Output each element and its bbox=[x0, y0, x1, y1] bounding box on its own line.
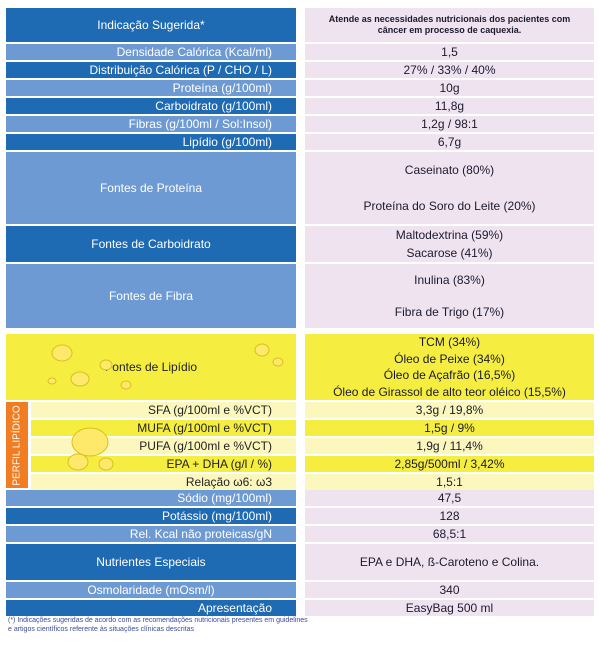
label-fibras: Fibras (g/100ml / Sol:Insol) bbox=[6, 116, 296, 132]
label-lipidio: Lipídio (g/100ml) bbox=[6, 134, 296, 150]
row-fontes-carboidrato: Fontes de Carboidrato Maltodextrina (59%… bbox=[6, 226, 594, 262]
value-osmolaridade: 340 bbox=[305, 582, 594, 598]
value-fontes-lipidio-1: TCM (34%) bbox=[418, 335, 481, 350]
value-carboidrato: 11,8g bbox=[305, 98, 594, 114]
perfil-lipidico-tab: PERFIL LIPÍDICO bbox=[6, 402, 28, 488]
value-distribuicao: 27% / 33% / 40% bbox=[305, 62, 594, 78]
row-mufa: MUFA (g/100ml e %VCT) 1,5g / 9% bbox=[31, 420, 594, 436]
value-apresentacao: EasyBag 500 ml bbox=[305, 600, 594, 616]
value-indicacao: Atende as necessidades nutricionais dos … bbox=[305, 8, 594, 42]
perfil-lipidico-block: PERFIL LIPÍDICO SFA (g/100ml e %VCT) 3,3… bbox=[6, 402, 594, 490]
nutrition-table: Indicação Sugerida* Atende as necessidad… bbox=[6, 8, 594, 616]
label-sfa: SFA (g/100ml e %VCT) bbox=[31, 402, 296, 418]
value-relacao: 1,5:1 bbox=[305, 474, 594, 490]
value-mufa: 1,5g / 9% bbox=[305, 420, 594, 436]
row-distribuicao: Distribuição Calórica (P / CHO / L) 27% … bbox=[6, 62, 594, 78]
value-fontes-carboidrato-2: Sacarose (41%) bbox=[406, 246, 493, 260]
footnote: (*) Indicações sugeridas de acordo com a… bbox=[8, 617, 308, 633]
value-fontes-lipidio-4: Óleo de Girassol de alto teor oléico (15… bbox=[333, 384, 566, 399]
label-sodio: Sódio (mg/100ml) bbox=[6, 490, 296, 506]
row-relacao: Relação ω6: ω3 1,5:1 bbox=[31, 474, 594, 490]
value-lipidio: 6,7g bbox=[305, 134, 594, 150]
value-proteina: 10g bbox=[305, 80, 594, 96]
value-fontes-carboidrato-1: Maltodextrina (59%) bbox=[395, 228, 504, 242]
label-relkcal: Rel. Kcal não proteicas/gN bbox=[6, 526, 296, 542]
row-proteina: Proteína (g/100ml) 10g bbox=[6, 80, 594, 96]
row-carboidrato: Carboidrato (g/100ml) 11,8g bbox=[6, 98, 594, 114]
value-fontes-lipidio-3: Óleo de Açafrão (16,5%) bbox=[383, 368, 516, 383]
value-nutrientes: EPA e DHA, ß-Caroteno e Colina. bbox=[305, 544, 594, 580]
label-fontes-fibra: Fontes de Fibra bbox=[6, 264, 296, 328]
label-pufa: PUFA (g/100ml e %VCT) bbox=[31, 438, 296, 454]
value-densidade: 1,5 bbox=[305, 44, 594, 60]
row-indicacao: Indicação Sugerida* Atende as necessidad… bbox=[6, 8, 594, 42]
label-epa: EPA + DHA (g/l / %) bbox=[31, 456, 296, 472]
row-potassio: Potássio (mg/100ml) 128 bbox=[6, 508, 594, 524]
value-fontes-proteina-1: Caseinato (80%) bbox=[404, 163, 495, 177]
row-osmolaridade: Osmolaridade (mOsm/l) 340 bbox=[6, 582, 594, 598]
row-relkcal: Rel. Kcal não proteicas/gN 68,5:1 bbox=[6, 526, 594, 542]
value-fibras: 1,2g / 98:1 bbox=[305, 116, 594, 132]
label-fontes-proteina: Fontes de Proteína bbox=[6, 152, 296, 224]
label-proteina: Proteína (g/100ml) bbox=[6, 80, 296, 96]
label-nutrientes: Nutrientes Especiais bbox=[6, 544, 296, 580]
value-sodio: 47,5 bbox=[305, 490, 594, 506]
value-fontes-fibra-1: Inulina (83%) bbox=[414, 273, 485, 287]
row-sfa: SFA (g/100ml e %VCT) 3,3g / 19,8% bbox=[31, 402, 594, 418]
row-sodio: Sódio (mg/100ml) 47,5 bbox=[6, 490, 594, 506]
label-fontes-carboidrato: Fontes de Carboidrato bbox=[6, 226, 296, 262]
row-pufa: PUFA (g/100ml e %VCT) 1,9g / 11,4% bbox=[31, 438, 594, 454]
perfil-lipidico-label: PERFIL LIPÍDICO bbox=[11, 404, 23, 486]
row-fontes-proteina: Fontes de Proteína Caseinato (80%) Prote… bbox=[6, 152, 594, 224]
value-fontes-fibra-2: Fibra de Trigo (17%) bbox=[394, 305, 505, 319]
row-fontes-lipidio: Fontes de Lipídio TCM (34%) Óleo de Peix… bbox=[6, 334, 594, 400]
label-apresentacao: Apresentação bbox=[6, 600, 296, 616]
value-fontes-proteina-2: Proteína do Soro do Leite (20%) bbox=[363, 199, 536, 213]
row-fontes-fibra: Fontes de Fibra Inulina (83%) Fibra de T… bbox=[6, 264, 594, 328]
label-distribuicao: Distribuição Calórica (P / CHO / L) bbox=[6, 62, 296, 78]
label-potassio: Potássio (mg/100ml) bbox=[6, 508, 296, 524]
label-carboidrato: Carboidrato (g/100ml) bbox=[6, 98, 296, 114]
value-potassio: 128 bbox=[305, 508, 594, 524]
label-indicacao: Indicação Sugerida* bbox=[6, 8, 296, 42]
value-sfa: 3,3g / 19,8% bbox=[305, 402, 594, 418]
value-relkcal: 68,5:1 bbox=[305, 526, 594, 542]
row-fibras: Fibras (g/100ml / Sol:Insol) 1,2g / 98:1 bbox=[6, 116, 594, 132]
label-mufa: MUFA (g/100ml e %VCT) bbox=[31, 420, 296, 436]
value-fontes-lipidio-2: Óleo de Peixe (34%) bbox=[394, 351, 505, 366]
row-lipidio: Lipídio (g/100ml) 6,7g bbox=[6, 134, 594, 150]
row-apresentacao: Apresentação EasyBag 500 ml bbox=[6, 600, 594, 616]
row-epa: EPA + DHA (g/l / %) 2,85g/500ml / 3,42% bbox=[31, 456, 594, 472]
row-densidade: Densidade Calórica (Kcal/ml) 1,5 bbox=[6, 44, 594, 60]
value-epa: 2,85g/500ml / 3,42% bbox=[305, 456, 594, 472]
row-nutrientes: Nutrientes Especiais EPA e DHA, ß-Carote… bbox=[6, 544, 594, 580]
label-densidade: Densidade Calórica (Kcal/ml) bbox=[6, 44, 296, 60]
label-osmolaridade: Osmolaridade (mOsm/l) bbox=[6, 582, 296, 598]
value-pufa: 1,9g / 11,4% bbox=[305, 438, 594, 454]
label-relacao: Relação ω6: ω3 bbox=[31, 474, 296, 490]
label-fontes-lipidio: Fontes de Lipídio bbox=[6, 334, 296, 400]
